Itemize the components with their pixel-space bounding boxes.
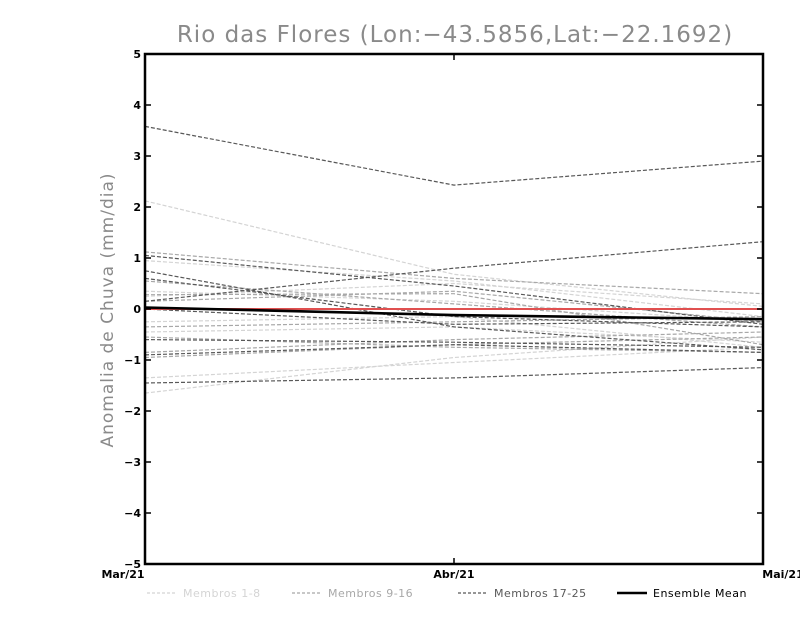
series-line	[144, 280, 764, 328]
x-tick-label: Mai/21	[762, 568, 800, 581]
x-tick-label: Abr/21	[433, 568, 474, 581]
legend-label: Ensemble Mean	[653, 587, 747, 600]
ensemble-mean-line	[144, 306, 764, 321]
y-axis-label: Anomalia de Chuva (mm/dia)	[98, 172, 118, 447]
series-line	[144, 308, 764, 325]
series-line	[144, 200, 764, 307]
series-line	[144, 260, 764, 318]
series-line	[144, 315, 764, 348]
series-group-1	[144, 200, 764, 394]
series-line	[144, 331, 764, 353]
series-line	[144, 251, 764, 295]
series-line	[144, 241, 764, 302]
y-tick-label: 2	[133, 201, 141, 214]
y-tick-label: 5	[133, 48, 141, 61]
y-tick-label: −3	[124, 456, 141, 469]
series-line	[144, 293, 764, 346]
chart-title: Rio das Flores (Lon:−43.5856,Lat:−22.169…	[177, 22, 733, 48]
series-line	[144, 277, 764, 328]
series-line	[144, 367, 764, 384]
series-line	[144, 346, 764, 379]
series-line	[144, 270, 764, 351]
legend: Membros 1-8 Membros 9-16 Membros 17-25 Ense…	[147, 587, 747, 600]
y-tick-label: −2	[124, 405, 141, 418]
x-tick-label: Mar/21	[101, 568, 144, 581]
y-tick-label: 0	[133, 303, 141, 316]
y-tick-label: −4	[124, 507, 141, 520]
series-line	[144, 125, 764, 186]
legend-label: Membros 17-25	[494, 587, 587, 600]
legend-label: Membros 9-16	[328, 587, 413, 600]
series-line	[144, 282, 764, 305]
y-tick-label: −5	[124, 558, 141, 571]
series-group-3	[144, 125, 764, 384]
series-line	[144, 316, 764, 328]
series-line	[144, 254, 764, 325]
y-tick-label: 4	[133, 99, 141, 112]
series-line	[144, 344, 764, 356]
y-tick-label: 3	[133, 150, 141, 163]
y-tick-label: −1	[124, 354, 141, 367]
y-tick-label: 1	[133, 252, 141, 265]
series-line	[144, 339, 764, 348]
legend-label: Membros 1-8	[183, 587, 261, 600]
